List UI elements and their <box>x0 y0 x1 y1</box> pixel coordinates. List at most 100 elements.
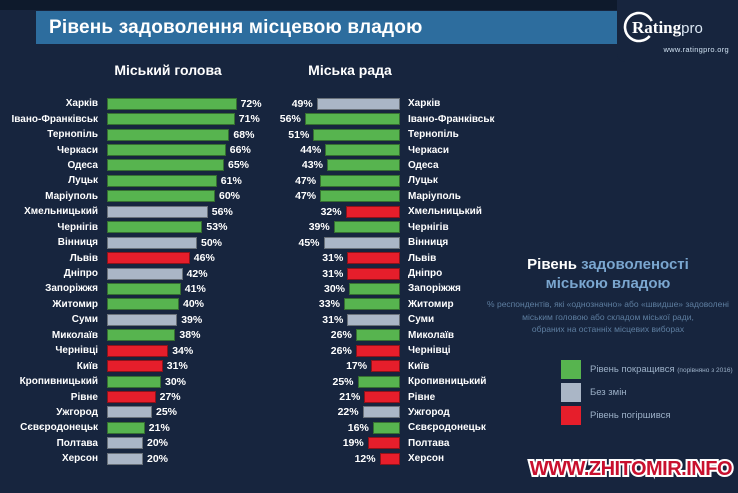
mayor-bar <box>107 221 203 234</box>
city-label-left: Луцьк <box>68 175 98 187</box>
logo-text: Ratingpro <box>632 18 703 37</box>
city-label-left: Вінниця <box>57 237 98 249</box>
legend-item-same: Без змін <box>561 382 733 402</box>
city-label-right: Суми <box>408 314 435 326</box>
city-label-right: Івано-Франківськ <box>408 113 495 125</box>
city-label-right: Сєвєродонецьк <box>408 422 486 434</box>
panel-subtitle: % респондентів, які «однозначно» або «шв… <box>483 298 733 336</box>
chart-row: Луцьк 61% 47% Луцьк <box>0 173 630 188</box>
mayor-value: 30% <box>165 375 187 388</box>
council-bar-cell: 56% <box>273 113 400 126</box>
mayor-bar-cell: 71% <box>104 113 273 126</box>
council-value: 31% <box>322 252 344 265</box>
chart-rows: Харків 72% 49% Харків Івано-Франківськ 7… <box>0 96 630 467</box>
panel-title-word1: Рівень <box>527 256 577 273</box>
council-bar-cell: 32% <box>273 205 400 218</box>
mayor-bar-cell: 50% <box>104 236 273 249</box>
city-label-right: Харків <box>408 98 441 110</box>
council-bar <box>371 360 400 373</box>
council-value: 43% <box>301 159 323 172</box>
mayor-bar <box>107 360 163 373</box>
mayor-value: 25% <box>156 406 178 419</box>
city-label-left: Суми <box>71 314 98 326</box>
chart-row: Черкаси 66% 44% Черкаси <box>0 142 630 157</box>
mayor-value: 21% <box>148 421 170 434</box>
mayor-bar-cell: 25% <box>104 406 273 419</box>
mayor-bar-cell: 39% <box>104 313 273 326</box>
mayor-bar-cell: 20% <box>104 452 273 465</box>
council-value: 56% <box>279 113 301 126</box>
city-label-right: Чернігів <box>408 221 449 233</box>
city-label-left: Херсон <box>61 453 98 465</box>
city-label-left: Ужгород <box>56 406 98 418</box>
city-label-left: Тернопіль <box>47 129 98 141</box>
city-label-right: Вінниця <box>408 237 449 249</box>
mayor-chart-title: Міський голова <box>114 62 222 78</box>
mayor-value: 68% <box>233 128 255 141</box>
council-bar <box>349 282 400 295</box>
worse-swatch-icon <box>561 405 581 425</box>
mayor-bar-cell: 61% <box>104 174 273 187</box>
side-panel: Рівень задоволеності міською владою % ре… <box>483 255 733 429</box>
mayor-value: 71% <box>238 113 260 126</box>
council-bar-cell: 17% <box>273 360 400 373</box>
mayor-bar-cell: 66% <box>104 144 273 157</box>
chart-row: Чернігів 53% 39% Чернігів <box>0 220 630 235</box>
council-value: 31% <box>322 267 344 280</box>
city-label-left: Харків <box>65 98 98 110</box>
ratingpro-logo-icon: Ratingpro <box>623 11 703 43</box>
city-label-right: Кропивницький <box>408 376 487 388</box>
panel-title-word2: задоволеності <box>581 256 689 273</box>
council-bar-cell: 39% <box>273 221 400 234</box>
council-value: 51% <box>288 128 310 141</box>
city-label-left: Одеса <box>67 159 98 171</box>
mayor-value: 34% <box>172 344 194 357</box>
city-label-right: Тернопіль <box>408 129 459 141</box>
council-value: 16% <box>347 421 369 434</box>
council-value: 25% <box>332 375 354 388</box>
chart-row: Ужгород 25% 22% Ужгород <box>0 405 630 420</box>
mayor-bar-cell: 40% <box>104 298 273 311</box>
city-label-right: Луцьк <box>408 175 438 187</box>
chart-row: Запоріжжя 41% 30% Запоріжжя <box>0 281 630 296</box>
council-bar-cell: 30% <box>273 282 400 295</box>
mayor-bar <box>107 298 179 311</box>
mayor-value: 46% <box>193 252 215 265</box>
council-value: 49% <box>291 97 313 110</box>
council-bar <box>372 421 400 434</box>
city-label-left: Київ <box>76 360 98 372</box>
chart-row: Вінниця 50% 45% Вінниця <box>0 235 630 250</box>
council-bar <box>367 437 400 450</box>
chart-row: Одеса 65% 43% Одеса <box>0 158 630 173</box>
mayor-bar-cell: 68% <box>104 128 273 141</box>
council-bar <box>379 452 400 465</box>
mayor-value: 20% <box>147 437 169 450</box>
legend-note: (порівняно з 2016) <box>677 366 733 374</box>
city-label-left: Житомир <box>52 298 98 310</box>
city-label-right: Хмельницький <box>408 206 482 218</box>
mayor-bar-cell: 21% <box>104 421 273 434</box>
chart-row: Житомир 40% 33% Житомир <box>0 297 630 312</box>
council-value: 21% <box>339 391 361 404</box>
mayor-bar <box>107 252 190 265</box>
mayor-bar-cell: 34% <box>104 344 273 357</box>
mayor-bar <box>107 113 235 126</box>
city-label-right: Дніпро <box>408 268 443 280</box>
city-label-right: Запоріжжя <box>408 283 461 295</box>
chart-row: Чернівці 34% 26% Чернівці <box>0 343 630 358</box>
chart-row: Маріуполь 60% 47% Маріуполь <box>0 189 630 204</box>
city-label-left: Львів <box>69 252 98 264</box>
council-bar-cell: 19% <box>273 437 400 450</box>
council-bar-cell: 16% <box>273 421 400 434</box>
city-label-right: Херсон <box>408 453 445 465</box>
council-bar-cell: 26% <box>273 329 400 342</box>
mayor-value: 50% <box>201 236 223 249</box>
legend-label: Без змін <box>590 386 627 398</box>
council-bar <box>304 113 400 126</box>
council-bar <box>355 344 400 357</box>
city-label-left: Маріуполь <box>45 190 98 202</box>
mayor-bar <box>107 437 143 450</box>
city-label-right: Одеса <box>408 159 439 171</box>
chart-row: Полтава 20% 19% Полтава <box>0 436 630 451</box>
city-label-left: Полтава <box>56 437 98 449</box>
